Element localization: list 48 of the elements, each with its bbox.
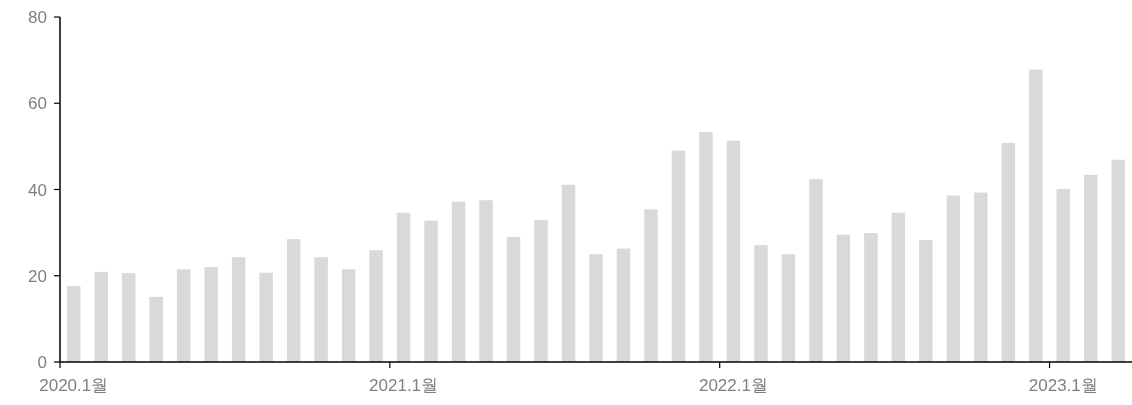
bar [121,273,136,362]
bar [781,254,796,362]
bar [286,239,301,362]
bar [589,254,603,362]
bar [1029,69,1043,362]
bar [67,286,81,362]
bar [644,209,658,362]
bar [506,236,521,362]
bar [369,250,383,362]
y-tick-label: 60 [28,94,47,114]
bar [1001,142,1016,362]
y-tick-label: 40 [28,180,47,200]
y-tick-label: 20 [28,266,47,286]
bar [176,269,191,362]
bar [1111,159,1125,362]
bar [479,200,493,362]
bar [699,132,713,362]
bar [864,233,878,362]
y-tick-label: 80 [28,8,47,27]
bar [671,150,686,362]
x-tick-label: 2020.1월 [39,376,109,395]
bar [946,195,961,362]
bar [94,271,108,362]
bar [424,220,438,362]
bar [259,272,273,362]
bar [919,239,933,362]
bar [1084,174,1098,362]
y-tick-label: 0 [37,353,47,372]
bar [561,184,576,362]
bar [891,212,906,362]
bar [149,296,163,362]
bar [809,179,823,362]
x-tick-label: 2023.1월 [1028,376,1098,395]
x-tick-label: 2021.1월 [369,376,439,395]
bar [836,234,851,362]
bar [1056,189,1071,362]
bar [534,220,548,362]
bar [231,257,246,362]
bar [204,267,218,362]
bar [726,140,741,362]
bar [451,201,466,362]
bar [754,245,768,362]
bar [396,212,411,362]
x-tick-label: 2022.1월 [698,376,768,395]
bar [314,257,328,362]
bar [974,192,988,362]
bar [616,248,631,362]
bar [341,269,356,362]
